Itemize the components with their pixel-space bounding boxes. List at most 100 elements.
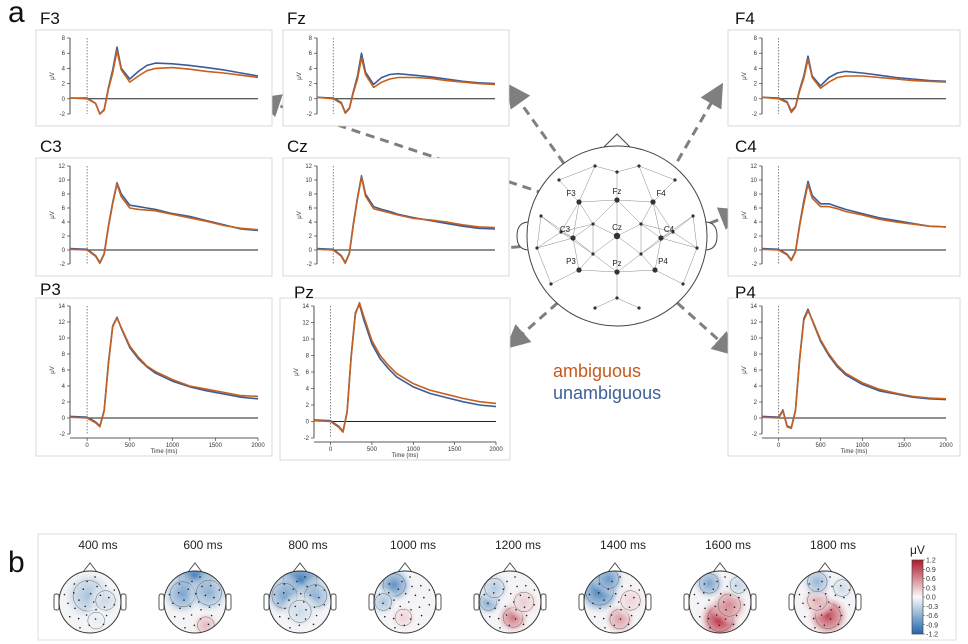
sensor-dot bbox=[637, 164, 641, 168]
topomap-sensor bbox=[68, 615, 71, 618]
sensor-dot bbox=[539, 214, 543, 218]
topomap-sensor bbox=[829, 576, 831, 578]
y-tick-label: 4 bbox=[754, 384, 758, 390]
topomap-sensor bbox=[724, 618, 727, 620]
topomap-time-label: 600 ms bbox=[183, 538, 222, 552]
topomap-sensor bbox=[409, 618, 412, 620]
mesh-line bbox=[536, 237, 574, 249]
topomap-field bbox=[584, 571, 646, 633]
topomap-sensor bbox=[627, 623, 630, 626]
mesh-line bbox=[536, 247, 552, 285]
topomap-sensor bbox=[743, 589, 746, 591]
topomap-sensor bbox=[598, 583, 601, 585]
topomap-outline bbox=[583, 570, 647, 634]
topomap-6: 1600 ms bbox=[683, 538, 757, 634]
mesh-line bbox=[682, 247, 698, 285]
colorbar-scale bbox=[911, 559, 924, 635]
series-line-ambiguous bbox=[316, 176, 496, 265]
sensor-dot bbox=[593, 164, 597, 168]
topomap-sensor bbox=[283, 583, 286, 585]
topomap-7: 1800 ms bbox=[788, 538, 862, 634]
topomap-sensor bbox=[514, 576, 516, 578]
topomap-ear-right bbox=[120, 593, 127, 611]
topomap-time-label: 1200 ms bbox=[495, 538, 541, 552]
y-tick-label: 8 bbox=[754, 192, 758, 198]
mesh-line bbox=[572, 201, 580, 239]
topomap-nose bbox=[82, 562, 98, 573]
erp-plot-c4: -2 0 2 4 6 8 10 12 μV bbox=[727, 157, 961, 277]
erp-plot-p3: -2 0 2 4 6 8 10 12 14 μV 0 500 1000 1500 2000 Time (ms) bbox=[35, 297, 273, 457]
topomap-sensor bbox=[621, 585, 623, 588]
topomap-sensor bbox=[812, 617, 815, 620]
topomap-ear-right bbox=[645, 593, 652, 611]
topomap-sensor bbox=[210, 614, 213, 617]
topomap-nose bbox=[187, 562, 203, 573]
sensor-dot bbox=[681, 282, 685, 286]
sensor-dot bbox=[691, 214, 695, 218]
x-tick-label: 1500 bbox=[209, 443, 223, 449]
topomap-ear-left bbox=[578, 593, 585, 611]
y-tick-label: 12 bbox=[305, 164, 312, 170]
erp-panels: -2 0 2 4 6 8 μV F3 -2 0 2 4 6 8 μV Fz -2 0 2 4 6 8 μV F4 -2 0 2 4 6 8… bbox=[35, 9, 961, 461]
topomap-sensor bbox=[704, 607, 706, 610]
y-tick-label: 8 bbox=[309, 36, 313, 42]
topomap-sensor bbox=[420, 614, 423, 617]
y-tick-label: -2 bbox=[752, 432, 758, 438]
y-tick-label: 6 bbox=[62, 51, 66, 57]
topomap-sensor bbox=[829, 618, 832, 620]
y-tick-label: 10 bbox=[750, 336, 757, 342]
topomap-sensor bbox=[807, 592, 810, 594]
y-tick-label: 4 bbox=[306, 387, 310, 393]
topomap-outline bbox=[163, 570, 227, 634]
topomap-sensor bbox=[213, 596, 215, 599]
mesh-line bbox=[616, 199, 654, 203]
topomap-ear-left bbox=[158, 593, 165, 611]
topomap-sensor bbox=[803, 615, 806, 618]
topomap-sensor bbox=[273, 593, 276, 596]
topomap-sensor bbox=[284, 607, 286, 610]
topomap-sensor bbox=[593, 615, 596, 618]
legend-ambiguous: ambiguous bbox=[553, 361, 642, 381]
mesh-line bbox=[638, 165, 654, 203]
mesh-line bbox=[592, 223, 618, 237]
y-tick-label: 0 bbox=[309, 97, 313, 103]
y-tick-label: 0 bbox=[754, 97, 758, 103]
topomap-contour bbox=[598, 571, 619, 589]
series-line-ambiguous bbox=[761, 183, 947, 262]
topomap-0: 400 ms bbox=[53, 538, 127, 634]
x-tick-label: 0 bbox=[329, 447, 333, 453]
topomap-sensor bbox=[409, 576, 411, 578]
x-tick-label: 1000 bbox=[166, 443, 180, 449]
y-tick-label: 8 bbox=[62, 192, 66, 198]
series-line-ambiguous bbox=[761, 58, 947, 114]
topomap-sensor bbox=[839, 584, 842, 587]
topomap-sensor bbox=[282, 592, 285, 594]
y-tick-label: 4 bbox=[62, 384, 66, 390]
sensor-dot bbox=[639, 252, 643, 256]
topomap-sensor bbox=[105, 614, 108, 617]
topomap-sensor bbox=[95, 609, 97, 611]
topomap-sensor bbox=[401, 580, 403, 583]
topomap-sensor bbox=[497, 617, 500, 620]
topomap-sensor bbox=[509, 592, 512, 595]
topomap-sensor bbox=[703, 583, 706, 585]
topomap-sensor bbox=[400, 614, 403, 616]
y-tick-label: 4 bbox=[62, 66, 66, 72]
topomap-sensor bbox=[104, 584, 107, 587]
y-tick-label: 14 bbox=[302, 304, 309, 310]
electrode-label: C3 bbox=[40, 137, 62, 156]
mesh-line bbox=[540, 215, 562, 233]
topomap-sensor bbox=[323, 603, 326, 606]
topomap-sensor bbox=[716, 580, 718, 583]
topomap-time-label: 400 ms bbox=[78, 538, 117, 552]
topomap-sensor bbox=[824, 592, 827, 595]
topomap-sensor bbox=[89, 592, 92, 595]
topomap-sensor bbox=[289, 626, 291, 629]
topomap-sensor bbox=[94, 576, 96, 578]
topomap-contour bbox=[196, 579, 222, 606]
y-tick-label: 0 bbox=[754, 248, 758, 254]
series-line-ambiguous bbox=[69, 183, 259, 265]
topomap-sensor bbox=[522, 623, 525, 626]
topomap-sensor bbox=[323, 589, 326, 591]
y-tick-label: -2 bbox=[60, 432, 66, 438]
